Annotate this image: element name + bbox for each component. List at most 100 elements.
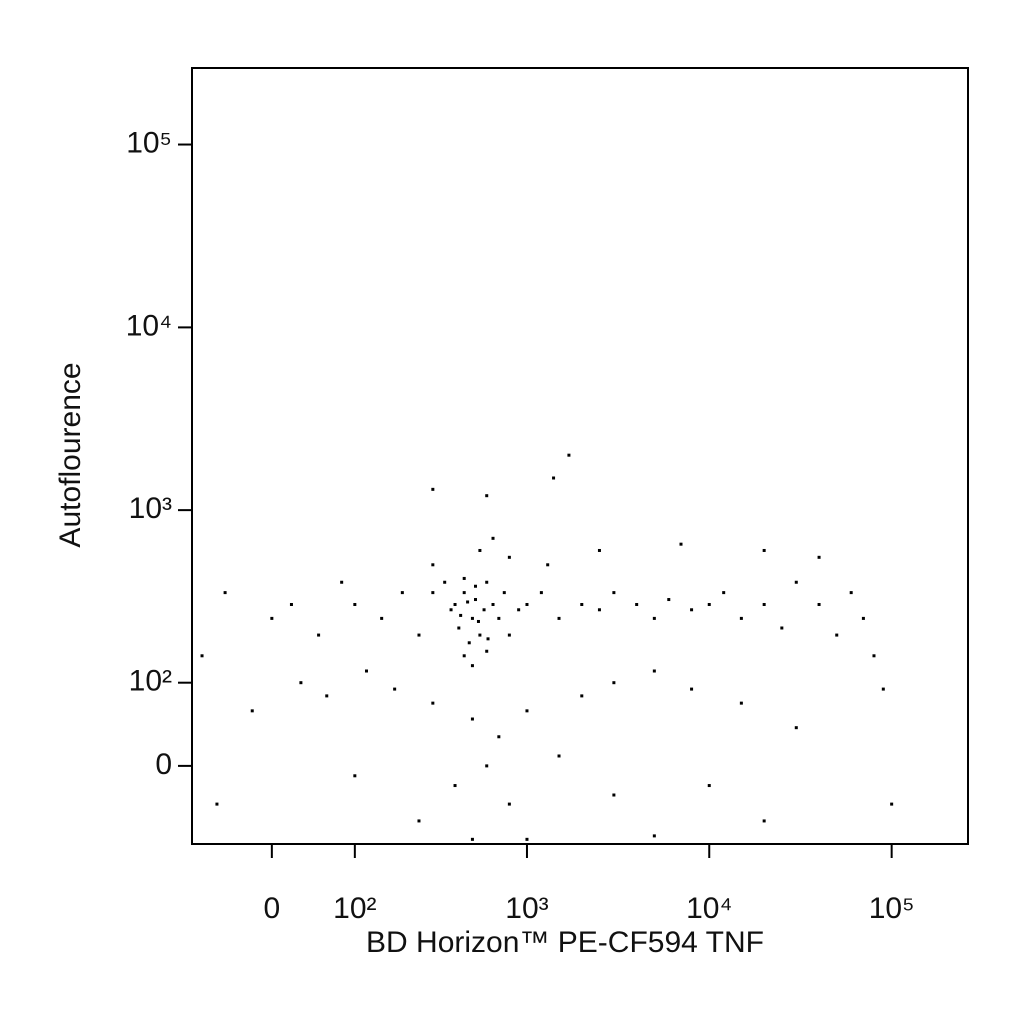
point	[525, 709, 529, 713]
point	[762, 819, 766, 823]
point	[453, 784, 457, 788]
point	[325, 694, 329, 698]
point	[200, 654, 204, 658]
y-tick-label: 10⁴	[126, 309, 172, 342]
point	[597, 548, 601, 552]
point	[470, 837, 474, 841]
point	[474, 584, 478, 588]
point	[223, 591, 227, 595]
point	[485, 764, 489, 768]
point	[557, 616, 561, 620]
point	[250, 709, 254, 713]
point	[690, 687, 694, 691]
point	[507, 633, 511, 637]
point	[762, 548, 766, 552]
point	[762, 602, 766, 606]
point	[443, 580, 447, 584]
point	[817, 602, 821, 606]
point	[707, 602, 711, 606]
point	[652, 669, 656, 673]
point	[794, 580, 798, 584]
point	[453, 602, 457, 606]
x-axis-label: BD Horizon™ PE-CF594 TNF	[366, 926, 764, 959]
point	[667, 598, 671, 602]
point	[449, 608, 453, 612]
point	[580, 694, 584, 698]
point	[486, 637, 490, 641]
point	[466, 600, 470, 604]
point	[491, 602, 495, 606]
point	[890, 802, 894, 806]
point	[612, 793, 616, 797]
point	[417, 819, 421, 823]
x-tick-label: 10⁴	[686, 892, 732, 925]
point	[476, 619, 480, 623]
point	[270, 616, 274, 620]
point	[497, 735, 501, 739]
point	[431, 701, 435, 705]
point	[459, 613, 463, 617]
point	[557, 754, 561, 758]
point	[289, 602, 293, 606]
x-tick-label: 10²	[333, 892, 376, 925]
point	[881, 687, 885, 691]
point	[517, 608, 521, 612]
point	[353, 602, 357, 606]
point	[470, 717, 474, 721]
point	[849, 591, 853, 595]
point	[722, 591, 726, 595]
point	[652, 834, 656, 838]
point	[470, 616, 474, 620]
point	[507, 802, 511, 806]
point	[299, 681, 303, 685]
point	[739, 616, 743, 620]
point	[380, 616, 384, 620]
point	[497, 616, 501, 620]
y-tick-label: 10⁵	[126, 126, 172, 159]
x-tick-label: 10³	[505, 892, 548, 925]
point	[364, 669, 368, 673]
point	[485, 494, 489, 498]
point	[431, 563, 435, 567]
point	[525, 602, 529, 606]
point	[652, 616, 656, 620]
y-tick-label: 10²	[129, 665, 172, 698]
point	[546, 563, 550, 567]
point	[739, 701, 743, 705]
point	[707, 784, 711, 788]
point	[861, 616, 865, 620]
y-axis-label: Autoflourence	[54, 362, 87, 547]
point	[482, 608, 486, 612]
point	[794, 726, 798, 730]
point	[340, 580, 344, 584]
point	[567, 453, 571, 457]
point	[393, 687, 397, 691]
point	[612, 681, 616, 685]
point	[485, 649, 489, 653]
point	[525, 837, 529, 841]
point	[462, 576, 466, 580]
y-tick-label: 0	[155, 748, 172, 781]
point	[431, 487, 435, 491]
point	[507, 555, 511, 559]
point	[552, 476, 556, 480]
point	[474, 598, 478, 602]
point	[817, 555, 821, 559]
point	[457, 626, 461, 630]
point	[478, 548, 482, 552]
point	[491, 536, 495, 540]
point	[539, 591, 543, 595]
point	[431, 591, 435, 595]
x-tick-label: 10⁵	[869, 892, 915, 925]
point	[462, 654, 466, 658]
point	[485, 580, 489, 584]
point	[635, 602, 639, 606]
point	[215, 802, 219, 806]
point	[400, 591, 404, 595]
point	[679, 542, 683, 546]
point	[580, 602, 584, 606]
point	[353, 774, 357, 778]
point	[470, 664, 474, 668]
point	[478, 633, 482, 637]
point	[462, 591, 466, 595]
